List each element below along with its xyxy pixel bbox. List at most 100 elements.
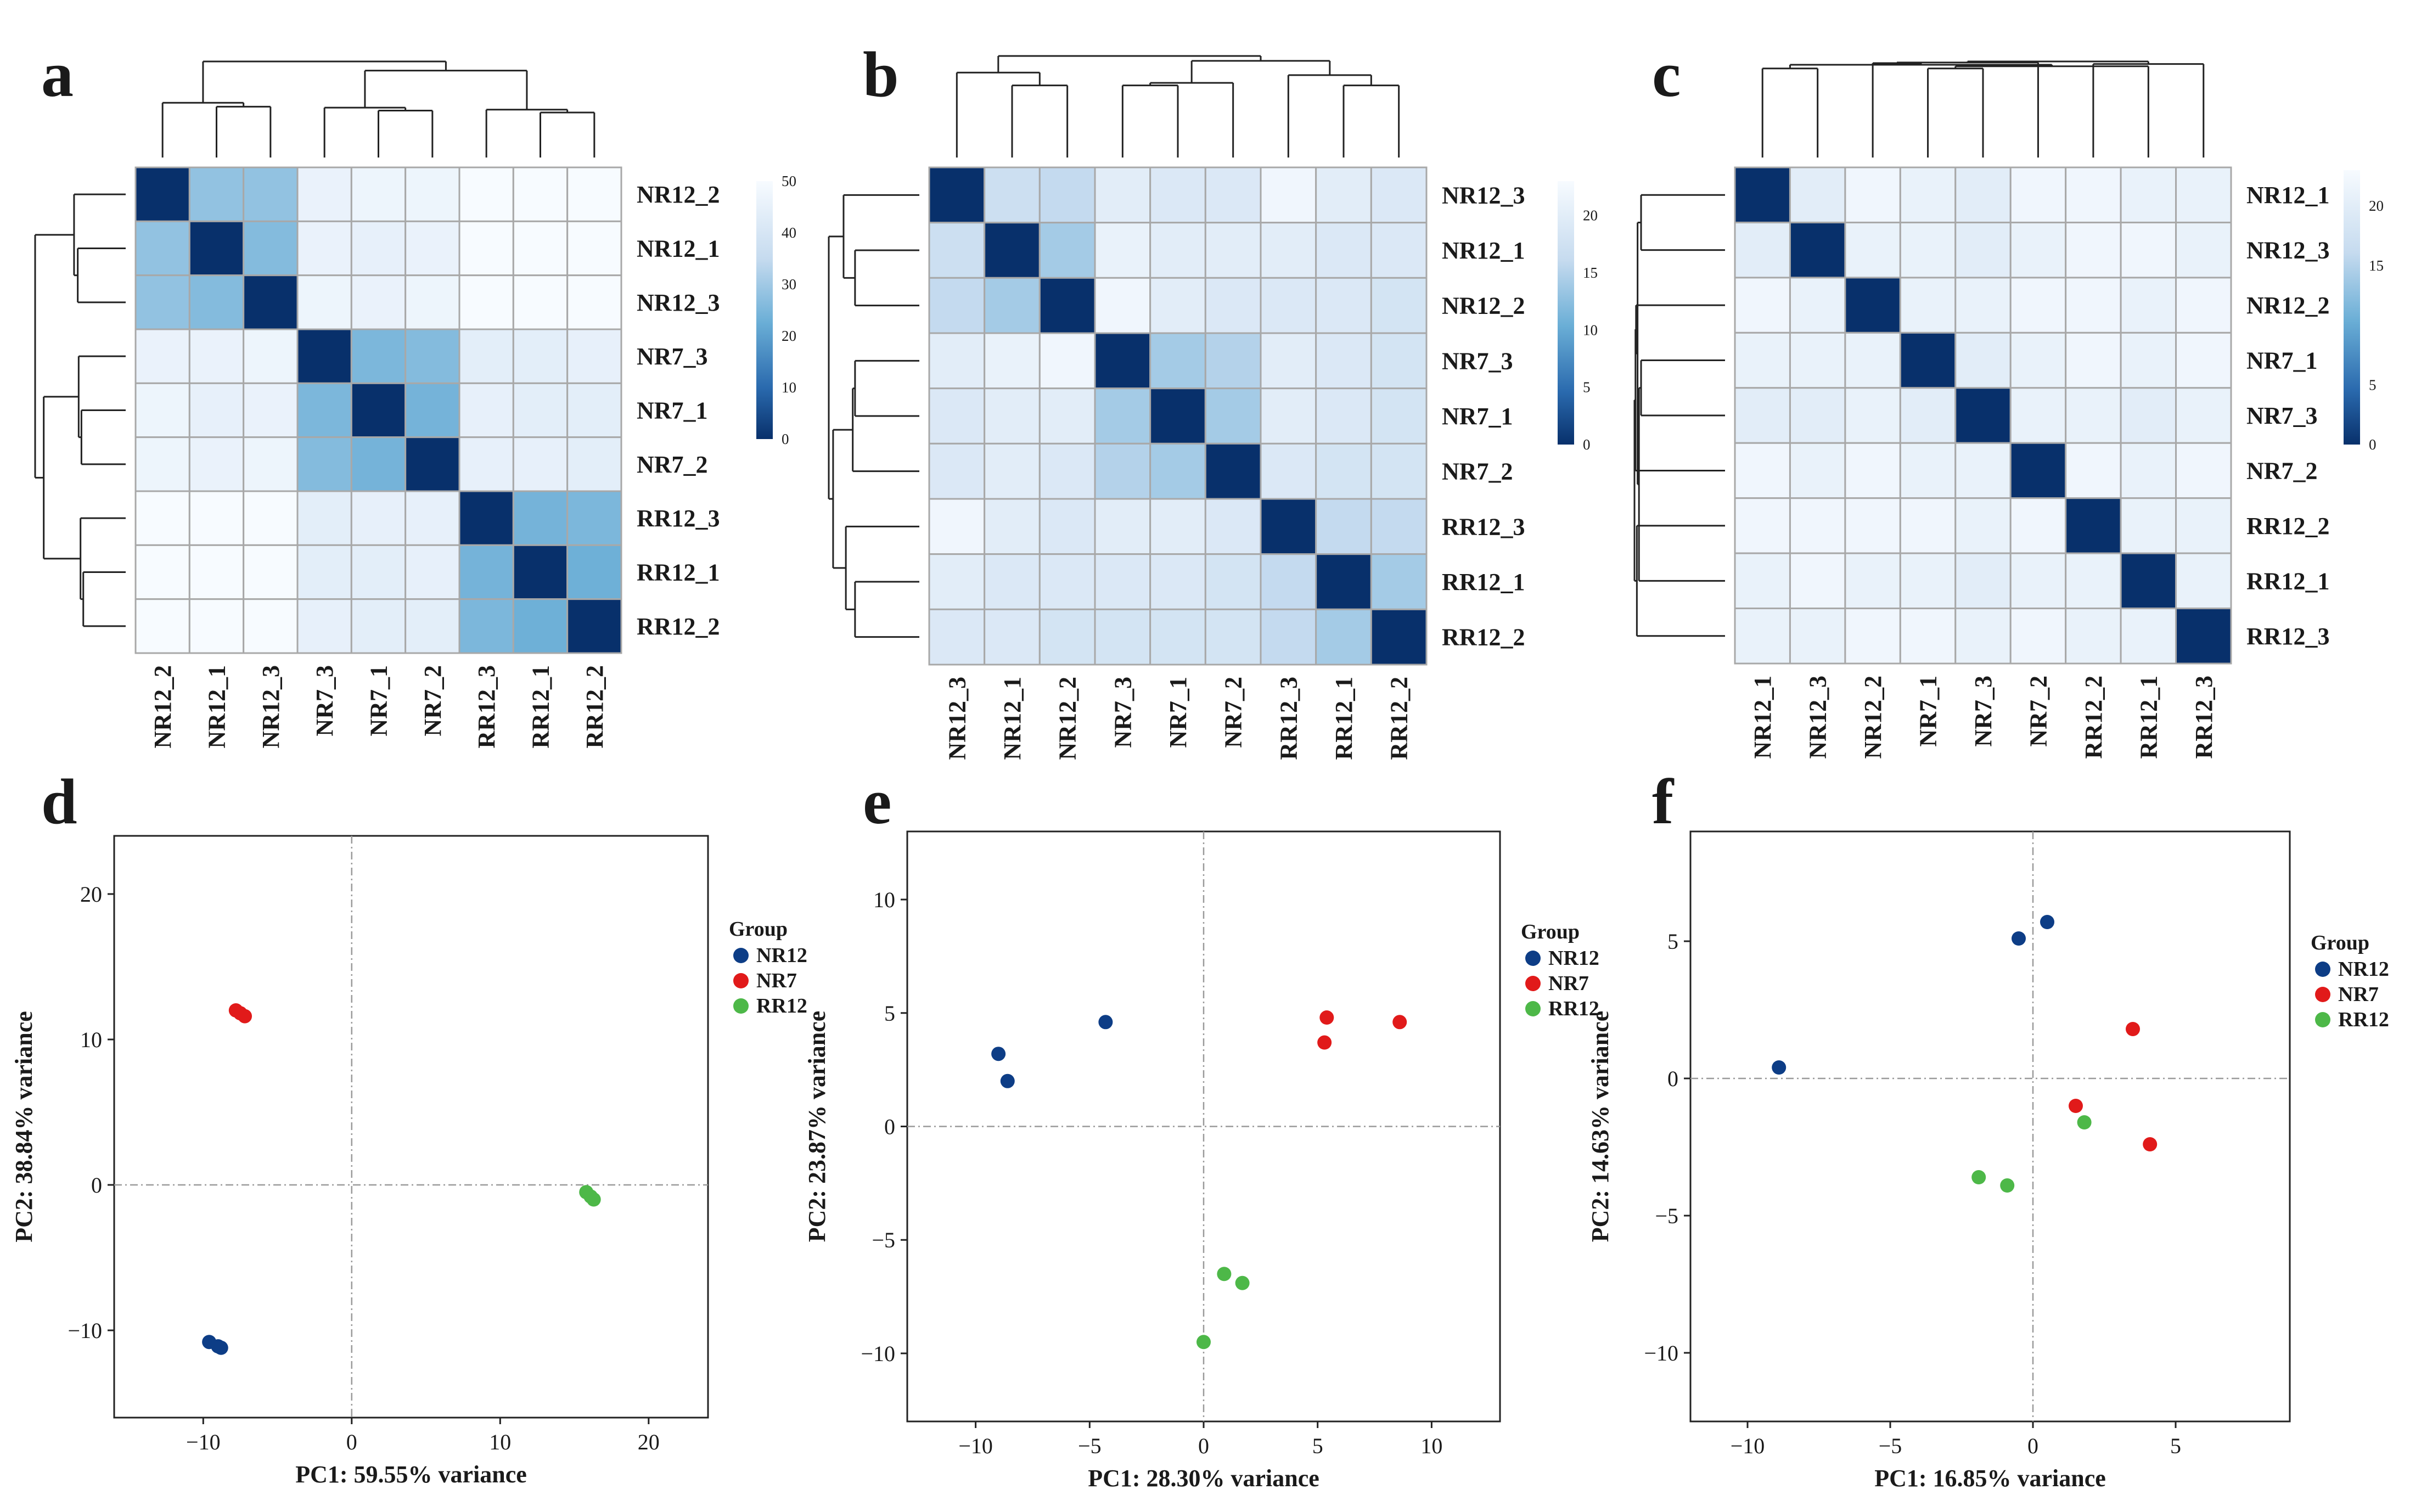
heatmap-cell-a: [134, 220, 190, 277]
heatmap-cell-b: [984, 387, 1041, 445]
heatmap-cell-a: [243, 382, 299, 439]
heatmap-cell-c: [2120, 331, 2177, 389]
x-axis-label-e: PC1: 28.30% variance: [1088, 1465, 1319, 1492]
heatmap-cell-b: [1149, 332, 1206, 390]
row-label-a: RR12_2: [637, 613, 720, 640]
col-label-b: NR12_1: [999, 677, 1026, 760]
row-label-a: NR7_3: [637, 343, 708, 370]
point-nr12-f: [2012, 931, 2026, 946]
row-label-c: RR12_1: [2246, 567, 2330, 594]
heatmap-cell-c: [1734, 497, 1791, 554]
point-rr12-e: [1217, 1267, 1232, 1281]
heatmap-cell-a: [566, 436, 622, 492]
heatmap-cell-b: [1094, 498, 1151, 555]
heatmap-cell-b: [1038, 498, 1096, 555]
heatmap-cell-b: [928, 553, 986, 610]
y-axis-label-d: PC2: 38.84% variance: [10, 1011, 37, 1243]
point-rr12-f: [2000, 1178, 2015, 1193]
colorbar-tick-c: 20: [2369, 198, 2384, 214]
heatmap-cell-b: [1260, 387, 1317, 445]
point-nr7-e: [1392, 1015, 1407, 1030]
heatmap-cell-a: [350, 382, 407, 439]
legend-swatch-rr12-e: [1525, 1001, 1541, 1016]
heatmap-cell-b: [928, 498, 986, 555]
heatmap-cell-b: [1370, 277, 1428, 334]
heatmap-cell-c: [2065, 277, 2122, 334]
heatmap-cell-b: [1315, 387, 1372, 445]
legend-label-rr12-d: RR12: [756, 994, 807, 1018]
heatmap-cell-b: [1370, 608, 1428, 666]
heatmap-cell-a: [243, 220, 299, 277]
heatmap-cell-b: [1038, 332, 1096, 390]
point-nr7-f: [2143, 1137, 2158, 1151]
heatmap-cell-a: [512, 598, 569, 654]
heatmap-cell-a: [296, 436, 352, 492]
point-rr12-f: [2077, 1115, 2092, 1129]
heatmap-cell-c: [2065, 166, 2122, 223]
heatmap-cell-b: [928, 222, 986, 279]
heatmap-cell-c: [2175, 552, 2232, 610]
heatmap-cell-c: [2175, 387, 2232, 444]
heatmap-cell-a: [296, 166, 352, 222]
legend-label-nr12-d: NR12: [756, 944, 807, 967]
y-tick-label-e: 10: [873, 887, 895, 912]
heatmap-cell-a: [188, 490, 245, 546]
pca-panel-e: −10 −5 0 5 10 −10 −5 0 5 10 PC1: 28.30% variance PC…: [804, 830, 1599, 1492]
heatmap-cell-b: [1038, 553, 1096, 610]
row-label-c: NR12_1: [2246, 182, 2330, 209]
heatmap-cell-b: [1094, 442, 1151, 500]
heatmap-cell-b: [1204, 332, 1262, 390]
heatmap-cell-a: [134, 490, 190, 546]
point-nr12-f: [2040, 915, 2054, 929]
heatmap-cell-a: [512, 544, 569, 600]
legend-swatch-nr7-f: [2315, 987, 2330, 1002]
heatmap-cell-c: [1789, 442, 1846, 499]
heatmap-cell-b: [1260, 498, 1317, 555]
heatmap-cell-b: [1094, 553, 1151, 610]
panel-label-f: f: [1652, 766, 1675, 837]
heatmap-cell-b: [1260, 608, 1317, 666]
col-label-a: RR12_1: [527, 665, 554, 749]
row-label-c: NR7_2: [2246, 457, 2318, 484]
y-tick-label-d: 20: [80, 882, 102, 907]
heatmap-cell-a: [405, 436, 460, 492]
legend-label-rr12-e: RR12: [1548, 997, 1599, 1020]
heatmap-cell-a: [243, 544, 299, 600]
heatmap-cell-a: [188, 328, 245, 384]
heatmap-cell-a: [512, 220, 569, 277]
y-axis-label-f: PC2: 14.63% variance: [1587, 1011, 1614, 1243]
row-label-b: RR12_1: [1442, 569, 1525, 595]
heatmap-cell-a: [134, 544, 190, 600]
point-nr7-f: [2126, 1022, 2140, 1036]
pca-panel-d: −10 0 10 20 −10 0 10 20 PC1: 59.55% variance PC2:…: [10, 835, 807, 1488]
heatmap-cell-c: [1954, 552, 2012, 610]
heatmap-cell-b: [1149, 277, 1206, 334]
row-label-c: NR7_3: [2246, 402, 2318, 429]
colorbar-tick-a: 50: [782, 173, 796, 189]
heatmap-cell-a: [512, 328, 569, 384]
colorbar-tick-b: 5: [1583, 379, 1591, 396]
heatmap-cell-b: [1094, 332, 1151, 390]
heatmap-cell-b: [1038, 222, 1096, 279]
heatmap-cell-c: [2065, 221, 2122, 279]
point-rr12-e: [1235, 1275, 1250, 1290]
heatmap-cell-b: [1038, 277, 1096, 334]
heatmap-cell-b: [1204, 608, 1262, 666]
legend-label-nr7-f: NR7: [2338, 983, 2379, 1006]
heatmap-cell-c: [2009, 442, 2067, 499]
heatmap-cell-b: [984, 442, 1041, 500]
heatmap-cell-a: [188, 274, 245, 330]
heatmap-cell-b: [1315, 332, 1372, 390]
heatmap-cell-c: [1899, 221, 1957, 279]
heatmap-cell-c: [2120, 552, 2177, 610]
heatmap-cell-c: [1899, 277, 1957, 334]
row-label-c: RR12_2: [2246, 513, 2330, 539]
x-tick-label-d: 20: [638, 1430, 660, 1454]
heatmap-cell-a: [350, 490, 407, 546]
heatmap-cell-c: [2175, 497, 2232, 554]
col-label-a: NR7_3: [311, 665, 338, 737]
heatmap-cell-b: [1260, 442, 1317, 500]
colorbar-tick-c: 15: [2369, 257, 2384, 274]
row-label-b: NR12_2: [1442, 293, 1525, 319]
y-tick-label-e: −5: [872, 1228, 895, 1252]
